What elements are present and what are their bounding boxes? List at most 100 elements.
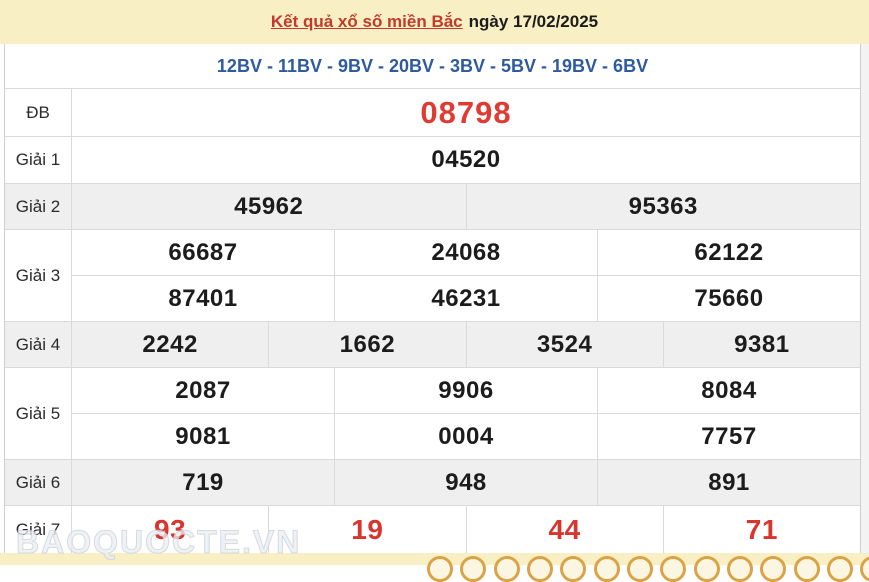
- prize-row-gi-i-3: Giải 3 66687 24068 62122 87401 46231 75660: [5, 230, 860, 322]
- lotto-ball: [660, 556, 686, 582]
- prize-label-gi-i-7: Giải 7: [5, 506, 72, 553]
- prize-row-gi-i-2: Giải 2 45962 95363: [5, 184, 860, 230]
- prize-subrow: 08798: [72, 89, 860, 136]
- prize-rows-container: ĐB 08798 Giải 1 04520 Giải 2 45962 95363 Giải 3…: [5, 89, 860, 553]
- prize-subrow: 2242 1662 3524 9381: [72, 322, 860, 367]
- lotto-ball: [594, 556, 620, 582]
- prize-number: 75660: [694, 284, 764, 312]
- station-line: 12BV - 11BV - 9BV - 20BV - 3BV - 5BV - 1…: [216, 55, 649, 76]
- lotto-ball: [794, 556, 820, 582]
- lotto-ball: [460, 556, 486, 582]
- prize-cell: 44: [465, 506, 663, 553]
- prize-number: 04520: [431, 146, 501, 173]
- prize-content-gi-i-7: 93 19 44 71: [72, 506, 860, 553]
- prize-row-gi-i-5: Giải 5 2087 9906 8084 9081 0004 7757: [5, 368, 860, 460]
- prize-number: 62122: [694, 238, 764, 266]
- prize-cell: 95363: [465, 184, 861, 229]
- prize-number: 46231: [431, 284, 501, 312]
- title-date: ngày 17/02/2025: [468, 12, 599, 31]
- prize-number: 7757: [701, 422, 757, 450]
- prize-row-gi-i-4: Giải 4 2242 1662 3524 9381: [5, 322, 860, 368]
- prize-number: 2087: [175, 376, 231, 404]
- prize-label-gi-i-1: Giải 1: [5, 137, 72, 183]
- prize-cell: 46231: [334, 276, 597, 321]
- prize-number: 2242: [142, 330, 198, 358]
- title-link[interactable]: Kết quả xổ số miền Bắc: [270, 12, 463, 31]
- prize-number: 71: [745, 513, 778, 545]
- prize-content-gi-i-6: 719 948 891: [72, 460, 860, 505]
- prize-number: 948: [445, 468, 487, 496]
- prize-number: 24068: [431, 238, 501, 266]
- prize-cell: 45962: [72, 184, 466, 229]
- lotto-ball: [494, 556, 520, 582]
- prize-label-gi-i-2: Giải 2: [5, 184, 72, 229]
- prize-cell: 2087: [72, 368, 334, 413]
- lotto-ball: [727, 556, 753, 582]
- prize-cell: 62122: [597, 230, 860, 275]
- prize-cell: 9381: [662, 322, 860, 367]
- prize-row-gi-i-6: Giải 6 719 948 891: [5, 460, 860, 506]
- prize-subrow: 93 19 44 71: [72, 506, 860, 553]
- prize-number: 45962: [234, 192, 304, 220]
- prize-subrow: 9081 0004 7757: [72, 413, 860, 459]
- lotto-ball: [627, 556, 653, 582]
- prize-subrow: 66687 24068 62122: [72, 230, 860, 275]
- prize-cell: 04520: [72, 137, 860, 183]
- prize-cell: 7757: [597, 414, 860, 459]
- prize-cell: 948: [334, 460, 597, 505]
- prize-number: 93: [154, 513, 187, 545]
- lotto-ball: [760, 556, 786, 582]
- prize-cell: 19: [268, 506, 465, 553]
- prize-number: 0004: [438, 422, 494, 450]
- prize-number: 8084: [701, 376, 757, 404]
- prize-row-gi-i-7: Giải 7 93 19 44 71: [5, 506, 860, 553]
- prize-number: 66687: [168, 238, 238, 266]
- prize-number: 3524: [536, 330, 593, 358]
- prize-cell: 66687: [72, 230, 334, 275]
- lotto-ball: [527, 556, 553, 582]
- prize-number: 719: [182, 468, 224, 496]
- prize-number: 87401: [168, 284, 238, 312]
- prize-row-b: ĐB 08798: [5, 89, 860, 137]
- prize-number: 9906: [438, 376, 494, 404]
- prize-label-b: ĐB: [5, 89, 72, 136]
- prize-subrow: 04520: [72, 137, 860, 183]
- prize-subrow: 719 948 891: [72, 460, 860, 505]
- prize-cell: 891: [597, 460, 860, 505]
- prize-cell: 0004: [334, 414, 597, 459]
- prize-row-gi-i-1: Giải 1 04520: [5, 137, 860, 184]
- prize-cell: 2242: [72, 322, 268, 367]
- prize-number: 891: [708, 468, 750, 496]
- prize-cell: 719: [72, 460, 334, 505]
- prize-number: 44: [548, 513, 581, 545]
- prize-content-gi-i-4: 2242 1662 3524 9381: [72, 322, 860, 367]
- prize-cell: 71: [662, 506, 860, 553]
- prize-content-gi-i-2: 45962 95363: [72, 184, 860, 229]
- prize-number: 19: [351, 513, 384, 545]
- page-header: Kết quả xổ số miền Bắc ngày 17/02/2025: [0, 0, 869, 44]
- prize-cell: 9081: [72, 414, 334, 459]
- prize-cell: 87401: [72, 276, 334, 321]
- prize-cell: 93: [72, 506, 268, 553]
- station-row: 12BV - 11BV - 9BV - 20BV - 3BV - 5BV - 1…: [5, 44, 860, 89]
- prize-cell: 9906: [334, 368, 597, 413]
- prize-content-gi-i-5: 2087 9906 8084 9081 0004 7757: [72, 368, 860, 459]
- prize-subrow: 45962 95363: [72, 184, 860, 229]
- results-table: 12BV - 11BV - 9BV - 20BV - 3BV - 5BV - 1…: [4, 44, 861, 554]
- prize-cell: 8084: [597, 368, 860, 413]
- prize-number: 08798: [420, 94, 512, 130]
- prize-cell: 75660: [597, 276, 860, 321]
- prize-number: 1662: [339, 330, 396, 358]
- prize-cell: 1662: [268, 322, 465, 367]
- lotto-ball: [427, 556, 453, 582]
- prize-cell: 3524: [465, 322, 663, 367]
- prize-cell: 08798: [72, 89, 860, 136]
- prize-content-b: 08798: [72, 89, 860, 136]
- lotto-ball: [694, 556, 720, 582]
- prize-number: 9381: [734, 330, 790, 358]
- lotto-ball: [560, 556, 586, 582]
- lotto-ball: [827, 556, 853, 582]
- prize-number: 9081: [175, 422, 231, 450]
- prize-cell: 24068: [334, 230, 597, 275]
- prize-label-gi-i-5: Giải 5: [5, 368, 72, 459]
